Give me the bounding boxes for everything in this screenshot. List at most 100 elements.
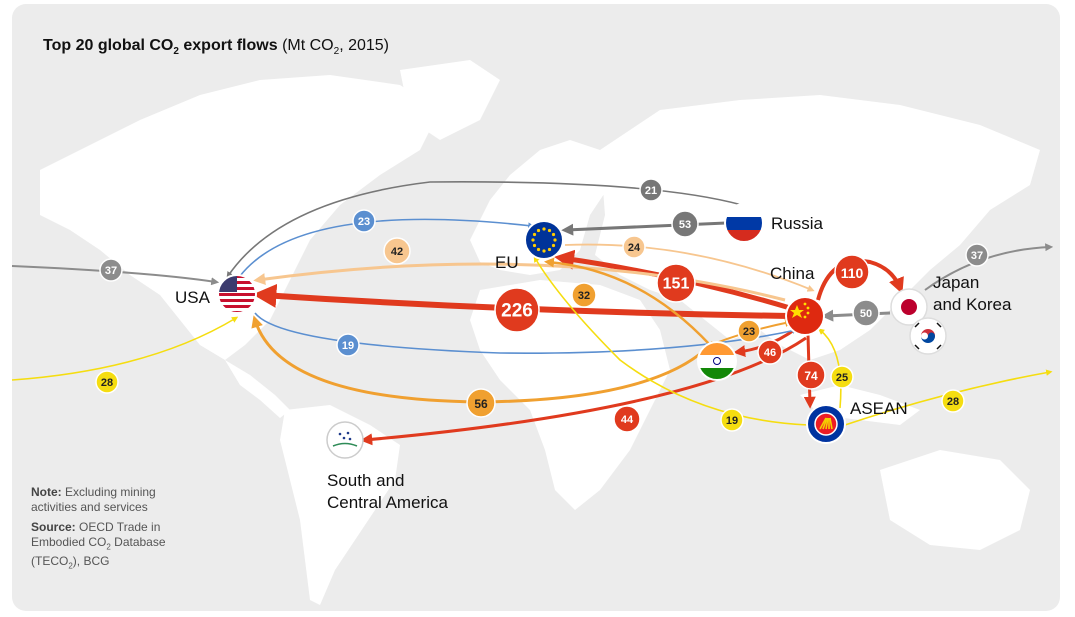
flow-value-bubbles: 226 151 110 74 53 50 46 44 56 42 37 37 32 28 28 25 24 23 2… — [95, 178, 989, 433]
bubble-value: 23 — [743, 326, 755, 338]
bubble-value: 19 — [726, 415, 738, 427]
central-america-landmass — [225, 360, 290, 418]
bubble-value: 23 — [358, 216, 370, 228]
flow-value-bubble: 226 — [494, 287, 540, 333]
bubble-value: 46 — [764, 347, 776, 359]
flow-arrow — [11, 316, 239, 381]
bubble-circle — [852, 299, 880, 327]
bubble-value: 50 — [860, 308, 872, 320]
usa-label: USA — [175, 288, 211, 307]
russia-flag-icon — [724, 203, 764, 243]
south-america-landmass — [280, 405, 400, 605]
flow-value-bubble: 50 — [852, 299, 880, 327]
flow-value-bubble: 53 — [671, 210, 699, 238]
flow-arrow — [818, 328, 842, 409]
bubble-value: 28 — [947, 396, 959, 408]
flow-value-bubble: 42 — [383, 237, 411, 265]
flow-value-bubble: 110 — [834, 254, 870, 290]
flow-value-bubble: 56 — [466, 388, 496, 418]
flow-value-bubble: 151 — [656, 263, 696, 303]
chart-notes: Note: Excluding mining activities and se… — [31, 485, 201, 579]
south-america-label-line2: Central America — [327, 493, 448, 512]
bubble-value: 44 — [621, 414, 634, 426]
north-america-landmass — [40, 75, 440, 360]
usa-flag-icon — [217, 274, 257, 314]
africa-landmass — [470, 280, 670, 510]
bubble-value: 24 — [628, 242, 641, 254]
flow-value-bubble: 23 — [352, 209, 376, 233]
eu-label: EU — [495, 253, 519, 272]
india-flag-icon — [697, 341, 737, 381]
flow-value-bubble: 37 — [965, 243, 989, 267]
korea-flag-icon — [909, 317, 947, 355]
eu-flag-icon — [524, 220, 564, 260]
flow-value-bubble: 28 — [941, 389, 965, 413]
bubble-value: 151 — [663, 276, 690, 293]
bubble-circle — [383, 237, 411, 265]
japan-korea-label-line2: and Korea — [933, 295, 1012, 314]
flow-arrow — [816, 259, 904, 301]
flow-value-bubble: 37 — [99, 258, 123, 282]
bubble-circle — [941, 389, 965, 413]
bubble-circle — [95, 370, 119, 394]
bubble-circle — [796, 360, 826, 390]
flow-arrow — [226, 181, 743, 279]
flow-value-bubble: 28 — [95, 370, 119, 394]
asia-landmass — [595, 95, 1040, 360]
flow-value-bubble: 23 — [737, 319, 761, 343]
bubble-circle — [834, 254, 870, 290]
region-labels: USA EU Russia China Japan and Korea ASEA… — [175, 214, 1012, 512]
flow-value-bubble: 46 — [757, 339, 783, 365]
flow-value-bubble: 19 — [720, 408, 744, 432]
bubble-circle — [494, 287, 540, 333]
greenland-landmass — [400, 60, 500, 140]
bubble-value: 25 — [836, 372, 848, 384]
world-map — [40, 60, 1040, 605]
flow-value-bubble: 74 — [796, 360, 826, 390]
bubble-circle — [352, 209, 376, 233]
flow-arrow — [564, 243, 815, 292]
flow-value-bubble: 32 — [571, 282, 597, 308]
bubble-value: 110 — [841, 265, 864, 281]
asean-flag-icon — [806, 404, 846, 444]
flow-arrow — [253, 262, 786, 302]
russia-label: Russia — [771, 214, 824, 233]
japan-flag-icon — [890, 288, 928, 326]
japan-korea-label-line1: Japan — [933, 273, 979, 292]
bubble-value: 74 — [804, 369, 818, 383]
asean-label: ASEAN — [850, 399, 908, 418]
bubble-circle — [622, 235, 646, 259]
bubble-circle — [656, 263, 696, 303]
region-flags — [217, 203, 947, 459]
bubble-circle — [965, 243, 989, 267]
bubble-circle — [720, 408, 744, 432]
flow-arrow — [544, 257, 711, 346]
flow-arrow — [533, 255, 809, 426]
south-america-label-line1: South and — [327, 471, 405, 490]
bubble-circle — [737, 319, 761, 343]
flow-arrow — [561, 221, 727, 236]
bubble-value: 226 — [501, 301, 533, 322]
bubble-value: 42 — [391, 246, 403, 258]
bubble-circle — [466, 388, 496, 418]
europe-landmass — [470, 140, 610, 275]
flow-value-bubble: 24 — [622, 235, 646, 259]
bubble-value: 21 — [645, 185, 657, 197]
flow-arrow — [239, 218, 535, 277]
mercosur-flag-icon — [326, 421, 364, 459]
flow-value-bubble: 21 — [639, 178, 663, 202]
chart-title: Top 20 global CO2 export flows (Mt CO2, … — [43, 37, 389, 58]
bubble-circle — [639, 178, 663, 202]
bubble-value: 19 — [342, 340, 354, 352]
bubble-value: 56 — [474, 397, 488, 411]
china-flag-icon — [785, 296, 825, 336]
bubble-circle — [830, 365, 854, 389]
bubble-value: 37 — [105, 265, 117, 277]
note-text: Note: Excluding mining activities and se… — [31, 485, 156, 514]
flow-arrow — [11, 265, 220, 286]
bubble-value: 32 — [578, 290, 590, 302]
source-text: Source: OECD Trade in Embodied CO2 Datab… — [31, 520, 166, 571]
flow-value-bubble: 44 — [613, 405, 641, 433]
bubble-circle — [613, 405, 641, 433]
